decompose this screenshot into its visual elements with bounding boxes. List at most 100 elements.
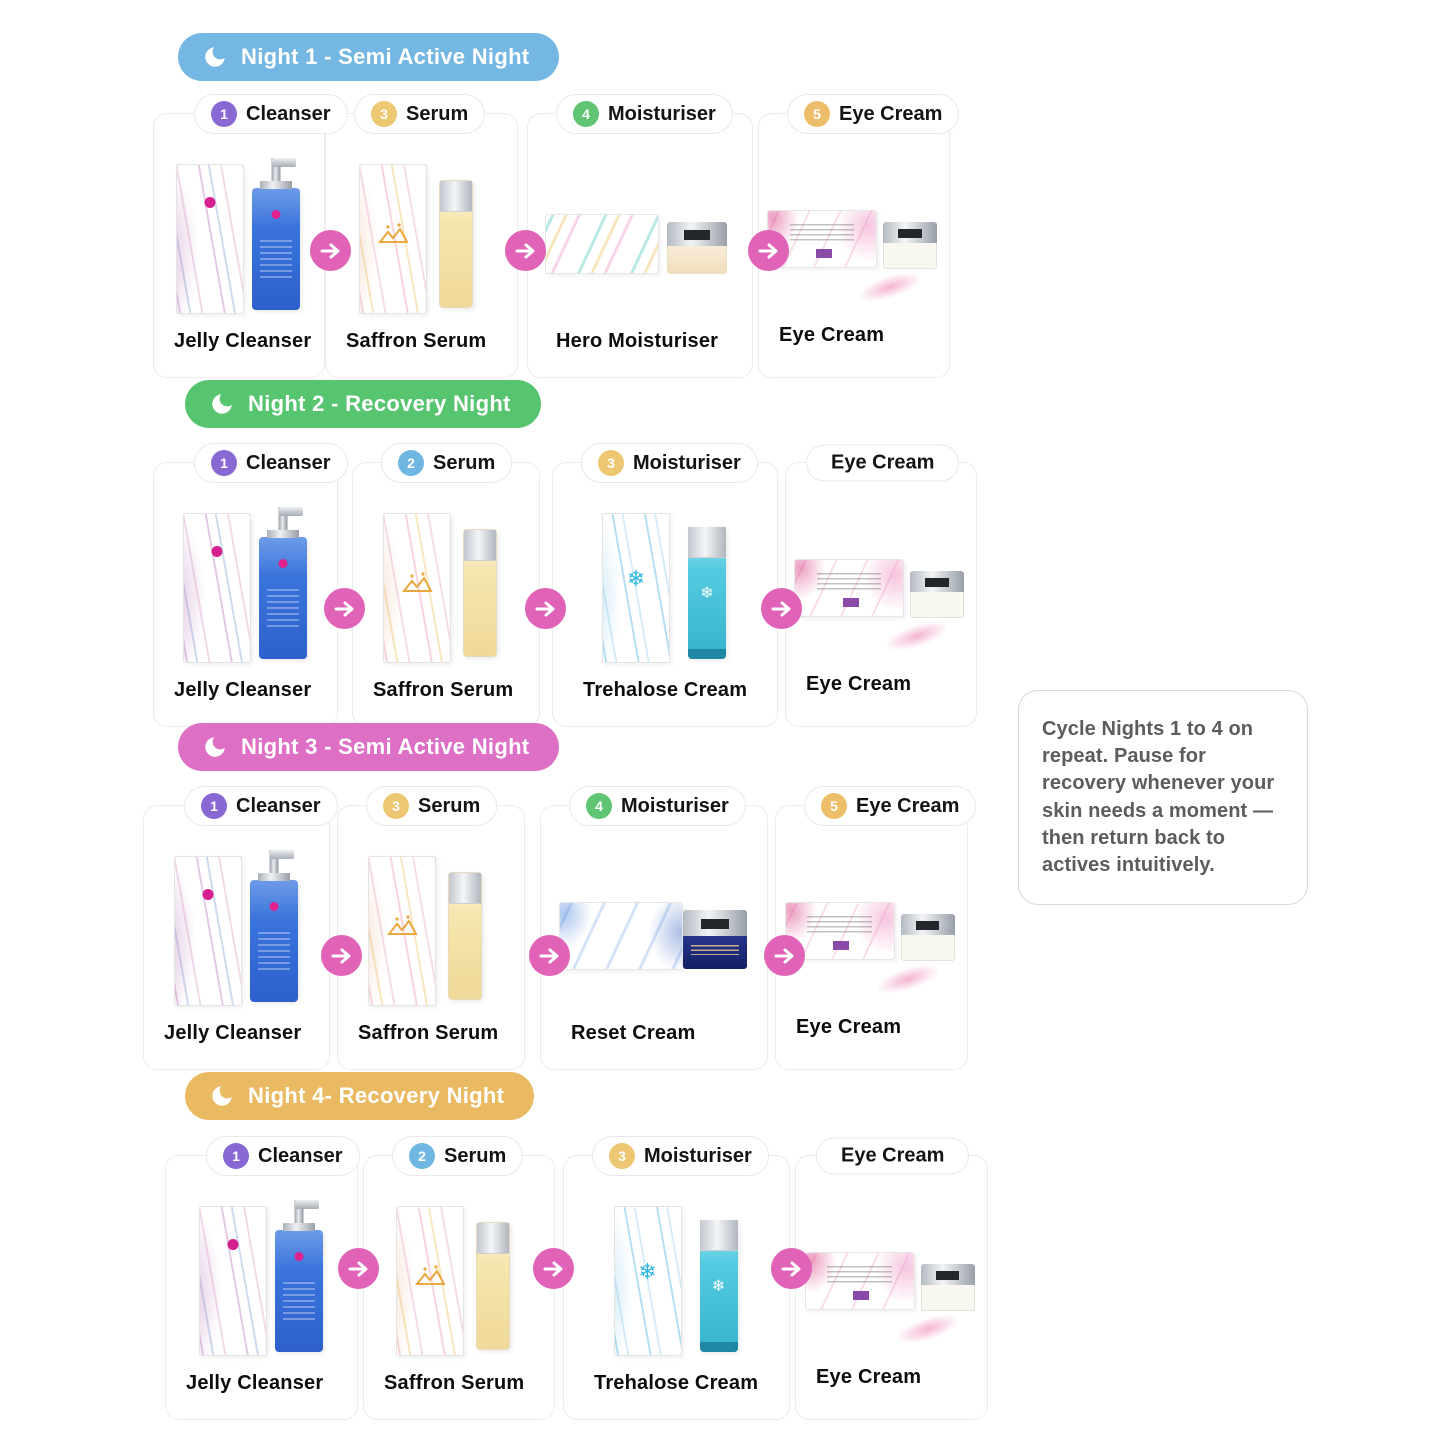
cleanser-bottle (258, 507, 307, 659)
step-number: 3 (609, 1143, 635, 1169)
arrow-icon (761, 588, 802, 629)
moon-icon (212, 1086, 232, 1106)
step-label: Eye Cream (856, 794, 960, 817)
barcode-mark (853, 1291, 870, 1300)
product-name: Trehalose Cream (583, 679, 748, 701)
night-3-cards: 1 Cleanser Jelly Cleanser 3 Serum (143, 786, 977, 1070)
pump-stem (271, 158, 281, 182)
product-box (804, 1252, 915, 1310)
night-1-title: Night 1 - Semi Active Night (241, 44, 530, 69)
product-box (358, 164, 427, 314)
product-card-serum: 2 Serum Saffron Serum (352, 443, 540, 727)
saffron-serum-image (384, 1182, 534, 1362)
step-label: Cleanser (246, 102, 331, 125)
bottle-cap (477, 1223, 509, 1254)
eye-cream-image (765, 140, 943, 320)
arrow-icon (324, 588, 365, 629)
jelly-cleanser-image (171, 489, 321, 669)
product-name: Eye Cream (779, 324, 885, 346)
step-badge: 3 Serum (354, 94, 486, 134)
step-label: Moisturiser (633, 451, 741, 474)
saffron-serum-image (356, 832, 506, 1012)
product-name: Eye Cream (796, 1016, 902, 1038)
pink-swoosh (882, 615, 952, 657)
pink-swoosh (872, 958, 943, 1000)
cleanser-bottle (252, 158, 300, 310)
product-name: Jelly Cleanser (174, 679, 312, 701)
step-badge: Eye Cream (806, 444, 960, 482)
step-badge: 4 Moisturiser (556, 94, 733, 134)
step-label: Cleanser (258, 1144, 343, 1167)
arrow-icon (321, 935, 362, 976)
bottle-dot (278, 559, 287, 568)
product-name: Jelly Cleanser (174, 330, 312, 352)
arrow-icon (529, 935, 570, 976)
moon-icon (205, 737, 225, 757)
product-box (198, 1206, 267, 1356)
product-box (559, 902, 683, 970)
jelly-cleanser-image (164, 140, 314, 320)
serum-bottle (476, 1222, 510, 1350)
step-badge: 3 Serum (366, 786, 498, 826)
step-number: 4 (573, 101, 599, 127)
product-name: Saffron Serum (358, 1022, 499, 1044)
bottle-dot (271, 210, 281, 219)
bottle-dot (269, 902, 278, 911)
arrow-icon (310, 230, 351, 271)
step-badge: 1 Cleanser (194, 94, 348, 134)
step-number: 1 (201, 793, 227, 819)
hero-moisturiser-image (545, 140, 735, 320)
step-label: Eye Cream (831, 451, 935, 474)
night-4-title: Night 4- Recovery Night (248, 1083, 505, 1108)
step-number: 3 (371, 101, 397, 127)
eye-cream-image (792, 489, 970, 669)
bottle-collar (266, 530, 299, 538)
eye-cream-jar (900, 914, 955, 962)
jar-body (920, 1285, 975, 1311)
product-box (173, 856, 242, 1006)
product-box: ❄ (613, 1206, 682, 1356)
brand-dot (204, 197, 216, 208)
step-label: Serum (418, 794, 481, 817)
step-badge: 1 Cleanser (184, 786, 338, 826)
snowflake-icon: ❄ (638, 1259, 657, 1284)
product-name: Jelly Cleanser (186, 1372, 324, 1394)
step-number: 1 (211, 101, 237, 127)
bottle-cap (688, 527, 726, 558)
cream-bottle: ❄ (688, 527, 726, 659)
product-card-cleanser: 1 Cleanser Jelly Cleanser (153, 443, 348, 727)
arrow-icon (748, 230, 789, 271)
eye-cream-image (783, 832, 961, 1012)
jar-body (683, 936, 747, 969)
eye-cream-image (803, 1182, 981, 1362)
cycle-note: Cycle Nights 1 to 4 on repeat. Pause for… (1018, 690, 1308, 906)
step-badge: 3 Moisturiser (581, 443, 758, 483)
product-card-cleanser: 1 Cleanser Jelly Cleanser (143, 786, 338, 1070)
barcode-mark (815, 249, 832, 258)
product-name: Reset Cream (571, 1022, 696, 1044)
pink-swoosh (892, 1308, 963, 1350)
step-label: Eye Cream (841, 1144, 945, 1167)
pump-stem (278, 507, 287, 531)
product-card-cleanser: 1 Cleanser Jelly Cleanser (153, 94, 348, 378)
step-label: Moisturiser (621, 794, 729, 817)
arrow-icon (533, 1248, 574, 1289)
pump-nozzle (294, 1200, 319, 1209)
product-name: Jelly Cleanser (164, 1022, 302, 1044)
product-card-eye-cream: 5 Eye Cream Eye Cream (775, 786, 977, 1070)
jar-lid (667, 222, 727, 246)
step-label: Cleanser (236, 794, 321, 817)
step-number: 2 (398, 450, 424, 476)
step-badge: 2 Serum (392, 1136, 524, 1176)
product-name: Saffron Serum (373, 679, 514, 701)
step-badge: 4 Moisturiser (569, 786, 746, 826)
product-card-eye-cream: 5 Eye Cream Eye Cream (758, 94, 960, 378)
product-name: Saffron Serum (346, 330, 487, 352)
product-box (368, 856, 436, 1006)
eye-cream-jar (920, 1264, 975, 1312)
pink-swoosh (855, 266, 925, 308)
bottle-collar (282, 1223, 315, 1231)
eye-cream-jar (883, 222, 937, 270)
serum-bottle (448, 872, 482, 1000)
product-card-serum: 3 Serum Saffron Serum (325, 94, 518, 378)
